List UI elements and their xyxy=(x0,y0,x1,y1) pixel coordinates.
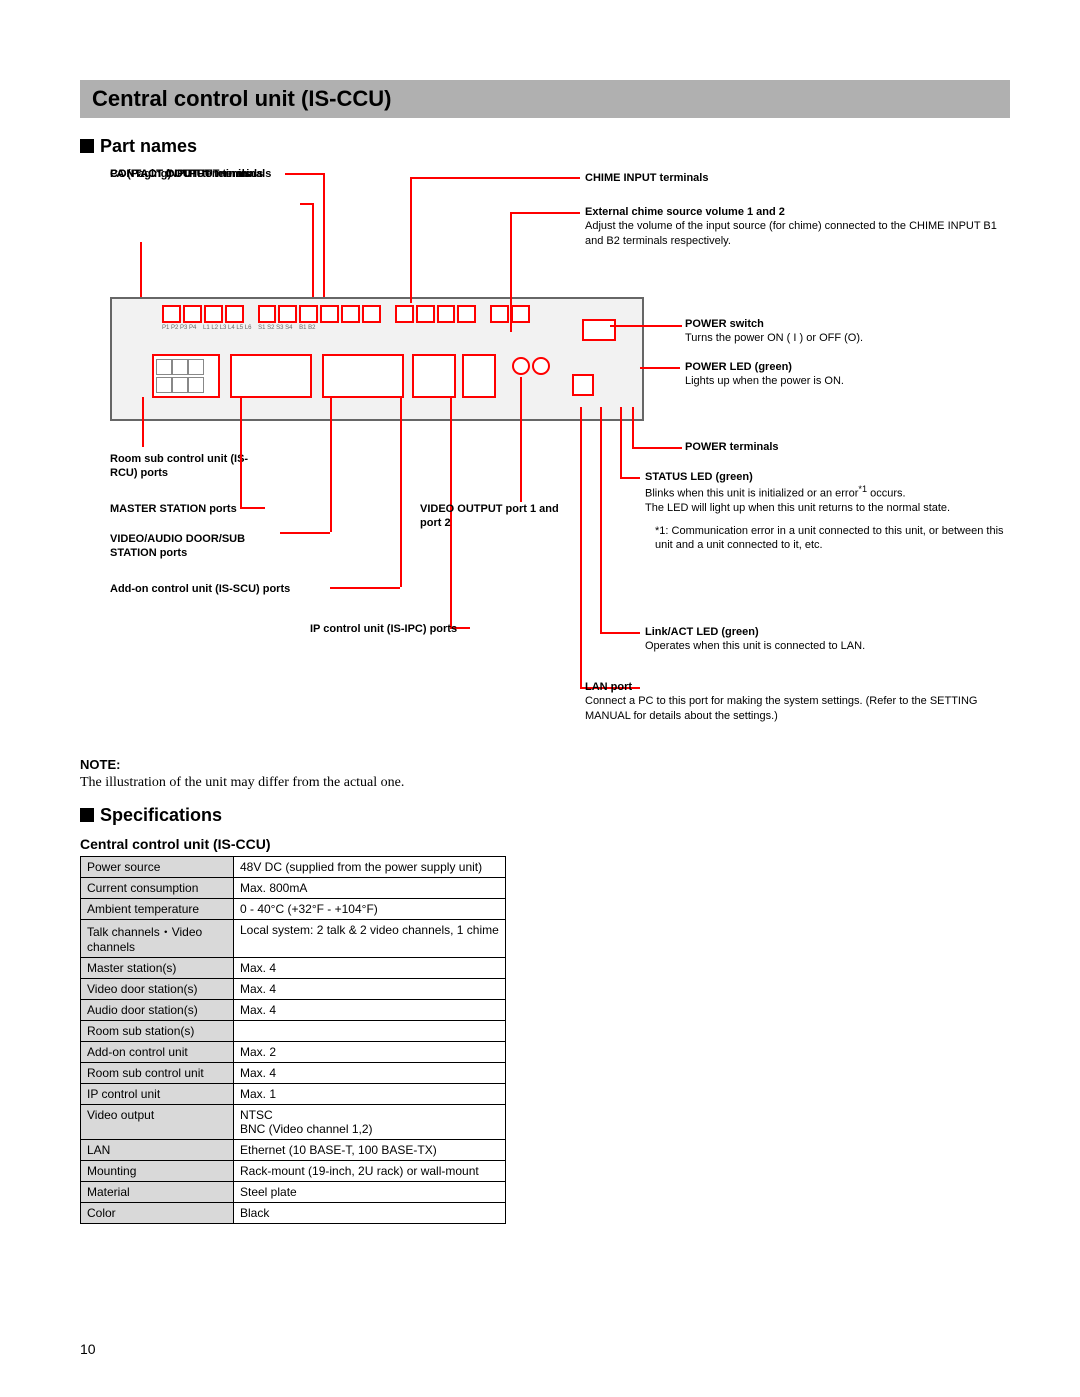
spec-key: Mounting xyxy=(81,1161,234,1182)
spec-key: Audio door station(s) xyxy=(81,1000,234,1021)
spec-val: Rack-mount (19-inch, 2U rack) or wall-mo… xyxy=(234,1161,506,1182)
page-number: 10 xyxy=(80,1341,96,1357)
spec-key: Room sub station(s) xyxy=(81,1021,234,1042)
label-video-output: VIDEO OUTPUT port 1 and port 2 xyxy=(420,502,560,531)
spec-val: NTSCBNC (Video channel 1,2) xyxy=(234,1105,506,1140)
label-power-led: POWER LED (green)Lights up when the powe… xyxy=(685,360,1005,389)
spec-subtitle: Central control unit (IS-CCU) xyxy=(80,836,1010,852)
spec-key: Ambient temperature xyxy=(81,899,234,920)
label-rcu-ports: Room sub control unit (IS-RCU) ports xyxy=(110,452,270,481)
spec-key: Talk channels・Video channels xyxy=(81,920,234,958)
spec-val: 0 - 40°C (+32°F - +104°F) xyxy=(234,899,506,920)
spec-val: Max. 4 xyxy=(234,1000,506,1021)
spec-key: Power source xyxy=(81,857,234,878)
spec-val: Black xyxy=(234,1203,506,1224)
spec-key: Add-on control unit xyxy=(81,1042,234,1063)
spec-key: Current consumption xyxy=(81,878,234,899)
section-specifications: Specifications xyxy=(80,805,1010,826)
spec-key: Color xyxy=(81,1203,234,1224)
spec-val xyxy=(234,1021,506,1042)
document-page: Central control unit (IS-CCU) Part names… xyxy=(0,0,1080,1397)
label-lan-port: LAN portConnect a PC to this port for ma… xyxy=(585,680,1005,723)
label-power-switch: POWER switchTurns the power ON ( I ) or … xyxy=(685,317,1005,346)
label-chime-input: CHIME INPUT terminals xyxy=(585,171,708,185)
spec-val: Max. 4 xyxy=(234,958,506,979)
spec-key: Room sub control unit xyxy=(81,1063,234,1084)
label-ipc-ports: IP control unit (IS-IPC) ports xyxy=(310,622,457,636)
label-status-led: STATUS LED (green) Blinks when this unit… xyxy=(645,470,1005,552)
spec-val: Steel plate xyxy=(234,1182,506,1203)
label-link-led: Link/ACT LED (green)Operates when this u… xyxy=(645,625,1005,654)
label-master-ports: MASTER STATION ports xyxy=(110,502,237,516)
spec-val: Max. 4 xyxy=(234,1063,506,1084)
spec-key: Video door station(s) xyxy=(81,979,234,1000)
rear-panel: P1 P2 P3 P4 L1 L2 L3 L4 L5 L6 S1 S2 S3 S… xyxy=(110,297,644,421)
section-specs-label: Specifications xyxy=(100,805,222,825)
label-ext-volume: External chime source volume 1 and 2Adju… xyxy=(585,205,1005,248)
label-power-terminals: POWER terminals xyxy=(685,440,779,454)
callout-diagram: CONTACT INPUT terminals CONTACT OUTPUT t… xyxy=(80,167,1010,787)
spec-val: Local system: 2 talk & 2 video channels,… xyxy=(234,920,506,958)
spec-key: Master station(s) xyxy=(81,958,234,979)
page-title-bar: Central control unit (IS-CCU) xyxy=(80,80,1010,118)
specifications-table: Power source48V DC (supplied from the po… xyxy=(80,856,506,1224)
note-block: NOTE: The illustration of the unit may d… xyxy=(80,757,404,792)
spec-val: Ethernet (10 BASE-T, 100 BASE-TX) xyxy=(234,1140,506,1161)
label-door-ports: VIDEO/AUDIO DOOR/SUB STATION ports xyxy=(110,532,280,561)
spec-val: Max. 800mA xyxy=(234,878,506,899)
spec-key: Video output xyxy=(81,1105,234,1140)
section-part-names-label: Part names xyxy=(100,136,197,156)
spec-val: Max. 2 xyxy=(234,1042,506,1063)
spec-key: IP control unit xyxy=(81,1084,234,1105)
spec-val: Max. 4 xyxy=(234,979,506,1000)
spec-key: Material xyxy=(81,1182,234,1203)
spec-key: LAN xyxy=(81,1140,234,1161)
section-part-names: Part names xyxy=(80,136,1010,157)
spec-val: 48V DC (supplied from the power supply u… xyxy=(234,857,506,878)
label-pa-output: PA (Paging) OUTPUT terminals xyxy=(110,167,271,181)
spec-val: Max. 1 xyxy=(234,1084,506,1105)
label-scu-ports: Add-on control unit (IS-SCU) ports xyxy=(110,582,290,596)
